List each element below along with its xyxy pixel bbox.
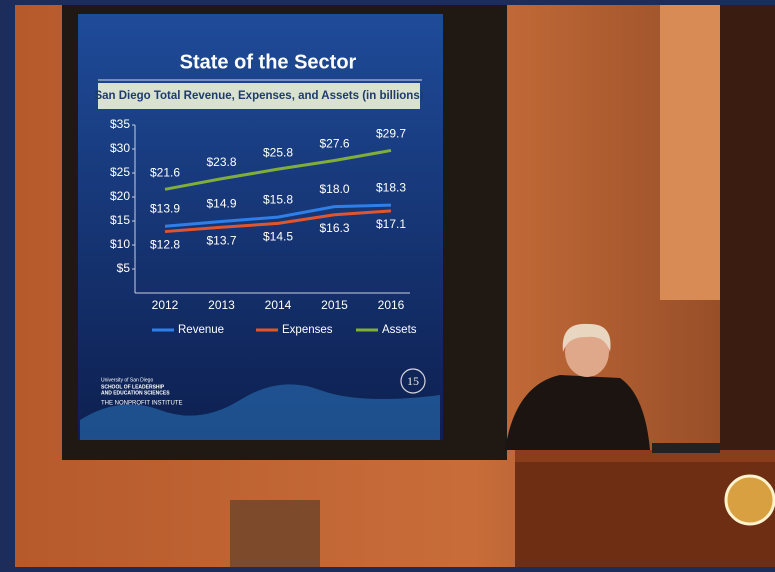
x-tick-label: 2016 (378, 298, 405, 312)
seal (726, 476, 774, 524)
speaker-box (230, 500, 320, 567)
chart-subtitle: San Diego Total Revenue, Expenses, and A… (94, 90, 423, 102)
y-tick-label: $15 (110, 213, 130, 227)
chart-title: State of the Sector (180, 51, 357, 73)
y-tick-label: $5 (117, 261, 131, 275)
podium-top (515, 450, 775, 462)
value-label: $14.5 (263, 230, 293, 244)
y-tick-label: $30 (110, 141, 130, 155)
value-label: $13.7 (206, 233, 236, 247)
badge-number: 15 (407, 374, 419, 388)
doorway (720, 5, 775, 455)
value-label: $18.3 (376, 180, 406, 194)
photo: State of the Sector San Diego Total Reve… (0, 0, 775, 567)
value-label: $18.0 (319, 182, 349, 196)
legend-label: Revenue (178, 324, 224, 336)
value-label: $14.9 (206, 197, 236, 211)
wall-panel (660, 5, 720, 300)
value-label: $17.1 (376, 217, 406, 231)
value-label: $21.6 (150, 165, 180, 179)
value-label: $25.8 (263, 145, 293, 159)
value-label: $16.3 (319, 221, 349, 235)
y-tick-label: $25 (110, 165, 130, 179)
value-label: $12.8 (150, 238, 180, 252)
value-label: $23.8 (206, 155, 236, 169)
value-label: $15.8 (263, 192, 293, 206)
x-tick-label: 2014 (265, 298, 292, 312)
y-tick-label: $35 (110, 117, 130, 131)
x-tick-label: 2015 (321, 298, 348, 312)
legend-label: Expenses (282, 324, 333, 336)
y-tick-label: $10 (110, 237, 130, 251)
laptop (652, 443, 720, 453)
logo-line: AND EDUCATION SCIENCES (101, 390, 170, 396)
y-tick-label: $20 (110, 189, 130, 203)
value-label: $27.6 (319, 137, 349, 151)
logo-line: THE NONPROFIT INSTITUTE (101, 401, 183, 407)
value-label: $13.9 (150, 201, 180, 215)
logo-line: University of San Diego (101, 377, 153, 383)
value-label: $29.7 (376, 127, 406, 141)
legend-label: Assets (382, 324, 417, 336)
x-tick-label: 2012 (152, 298, 179, 312)
x-tick-label: 2013 (208, 298, 235, 312)
page: State of the Sector San Diego Total Reve… (0, 0, 775, 567)
